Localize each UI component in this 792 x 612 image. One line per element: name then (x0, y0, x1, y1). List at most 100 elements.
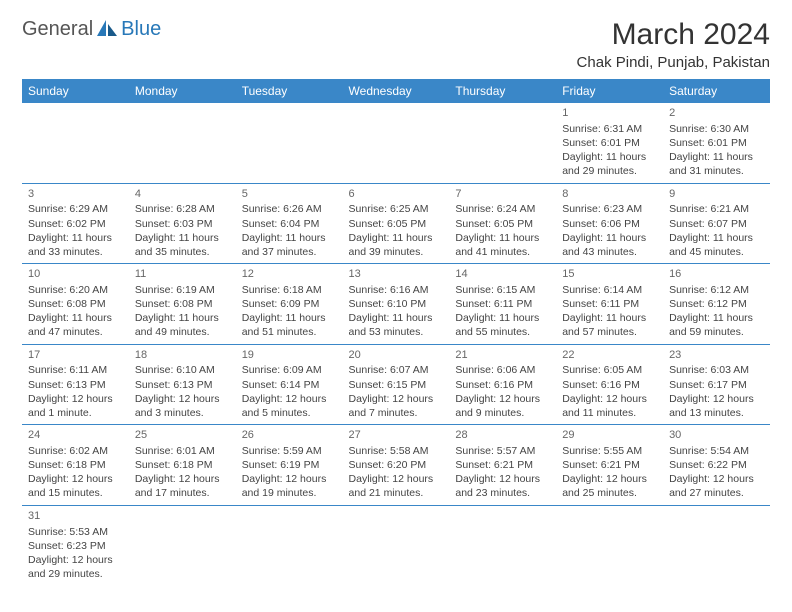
day-detail: Sunrise: 6:24 AM (455, 202, 550, 216)
calendar-cell (236, 505, 343, 585)
calendar-cell: 4Sunrise: 6:28 AMSunset: 6:03 PMDaylight… (129, 183, 236, 264)
calendar-cell: 27Sunrise: 5:58 AMSunset: 6:20 PMDayligh… (343, 425, 450, 506)
day-detail: Sunrise: 6:30 AM (669, 122, 764, 136)
day-detail: Daylight: 12 hours (242, 392, 337, 406)
day-detail: Daylight: 12 hours (349, 472, 444, 486)
day-detail: Sunset: 6:18 PM (28, 458, 123, 472)
day-detail: and 7 minutes. (349, 406, 444, 420)
day-detail: Sunset: 6:19 PM (242, 458, 337, 472)
day-number: 8 (562, 187, 657, 202)
day-number: 16 (669, 267, 764, 282)
weekday-header: Tuesday (236, 79, 343, 103)
day-detail: and 45 minutes. (669, 245, 764, 259)
day-detail: Sunrise: 6:20 AM (28, 283, 123, 297)
sail-icon (96, 18, 118, 41)
calendar-row: 10Sunrise: 6:20 AMSunset: 6:08 PMDayligh… (22, 264, 770, 345)
day-detail: and 53 minutes. (349, 325, 444, 339)
day-detail: Sunset: 6:04 PM (242, 217, 337, 231)
day-detail: Daylight: 11 hours (28, 311, 123, 325)
day-detail: and 49 minutes. (135, 325, 230, 339)
day-detail: and 33 minutes. (28, 245, 123, 259)
day-detail: Sunset: 6:01 PM (669, 136, 764, 150)
location: Chak Pindi, Punjab, Pakistan (577, 54, 770, 71)
logo-text-blue: Blue (121, 18, 161, 41)
day-detail: and 57 minutes. (562, 325, 657, 339)
calendar-cell (22, 103, 129, 183)
day-detail: Daylight: 11 hours (349, 311, 444, 325)
day-number: 26 (242, 428, 337, 443)
day-detail: Sunset: 6:22 PM (669, 458, 764, 472)
weekday-header-row: Sunday Monday Tuesday Wednesday Thursday… (22, 79, 770, 103)
calendar-cell: 29Sunrise: 5:55 AMSunset: 6:21 PMDayligh… (556, 425, 663, 506)
calendar-row: 17Sunrise: 6:11 AMSunset: 6:13 PMDayligh… (22, 344, 770, 425)
calendar-cell: 15Sunrise: 6:14 AMSunset: 6:11 PMDayligh… (556, 264, 663, 345)
day-detail: Daylight: 12 hours (28, 553, 123, 567)
day-detail: Sunset: 6:17 PM (669, 378, 764, 392)
day-detail: Sunrise: 6:14 AM (562, 283, 657, 297)
calendar-cell (236, 103, 343, 183)
calendar-cell: 18Sunrise: 6:10 AMSunset: 6:13 PMDayligh… (129, 344, 236, 425)
day-detail: Sunrise: 6:07 AM (349, 363, 444, 377)
logo-text-general: General (22, 18, 93, 41)
day-detail: Daylight: 12 hours (669, 472, 764, 486)
day-detail: Sunrise: 6:02 AM (28, 444, 123, 458)
day-number: 17 (28, 348, 123, 363)
weekday-header: Sunday (22, 79, 129, 103)
calendar-cell: 3Sunrise: 6:29 AMSunset: 6:02 PMDaylight… (22, 183, 129, 264)
day-detail: Daylight: 11 hours (135, 311, 230, 325)
calendar-cell: 5Sunrise: 6:26 AMSunset: 6:04 PMDaylight… (236, 183, 343, 264)
day-detail: and 25 minutes. (562, 486, 657, 500)
calendar-cell: 28Sunrise: 5:57 AMSunset: 6:21 PMDayligh… (449, 425, 556, 506)
day-number: 14 (455, 267, 550, 282)
calendar-cell: 21Sunrise: 6:06 AMSunset: 6:16 PMDayligh… (449, 344, 556, 425)
day-detail: Sunrise: 6:15 AM (455, 283, 550, 297)
calendar-cell: 12Sunrise: 6:18 AMSunset: 6:09 PMDayligh… (236, 264, 343, 345)
day-detail: Daylight: 11 hours (349, 231, 444, 245)
day-detail: Daylight: 12 hours (455, 472, 550, 486)
day-detail: Daylight: 12 hours (455, 392, 550, 406)
day-number: 15 (562, 267, 657, 282)
day-detail: Sunset: 6:18 PM (135, 458, 230, 472)
day-detail: and 41 minutes. (455, 245, 550, 259)
calendar-cell: 26Sunrise: 5:59 AMSunset: 6:19 PMDayligh… (236, 425, 343, 506)
day-detail: Sunset: 6:21 PM (562, 458, 657, 472)
calendar-cell: 23Sunrise: 6:03 AMSunset: 6:17 PMDayligh… (663, 344, 770, 425)
day-detail: and 15 minutes. (28, 486, 123, 500)
day-detail: Sunset: 6:01 PM (562, 136, 657, 150)
day-detail: and 17 minutes. (135, 486, 230, 500)
day-detail: Sunset: 6:08 PM (28, 297, 123, 311)
weekday-header: Thursday (449, 79, 556, 103)
day-detail: Sunset: 6:15 PM (349, 378, 444, 392)
calendar-cell: 17Sunrise: 6:11 AMSunset: 6:13 PMDayligh… (22, 344, 129, 425)
day-detail: Sunset: 6:11 PM (455, 297, 550, 311)
calendar-cell: 6Sunrise: 6:25 AMSunset: 6:05 PMDaylight… (343, 183, 450, 264)
day-detail: Sunrise: 6:29 AM (28, 202, 123, 216)
day-number: 3 (28, 187, 123, 202)
day-detail: Sunrise: 6:25 AM (349, 202, 444, 216)
day-detail: Sunrise: 5:54 AM (669, 444, 764, 458)
day-detail: Daylight: 11 hours (669, 311, 764, 325)
day-number: 27 (349, 428, 444, 443)
day-detail: Sunset: 6:14 PM (242, 378, 337, 392)
calendar-cell: 7Sunrise: 6:24 AMSunset: 6:05 PMDaylight… (449, 183, 556, 264)
day-detail: Sunset: 6:11 PM (562, 297, 657, 311)
day-detail: Sunrise: 6:16 AM (349, 283, 444, 297)
day-detail: and 51 minutes. (242, 325, 337, 339)
day-detail: Sunrise: 6:01 AM (135, 444, 230, 458)
day-number: 2 (669, 106, 764, 121)
day-detail: Sunset: 6:05 PM (455, 217, 550, 231)
calendar-row: 3Sunrise: 6:29 AMSunset: 6:02 PMDaylight… (22, 183, 770, 264)
day-detail: and 3 minutes. (135, 406, 230, 420)
title-block: March 2024 Chak Pindi, Punjab, Pakistan (577, 18, 770, 71)
day-detail: Daylight: 11 hours (455, 311, 550, 325)
day-number: 9 (669, 187, 764, 202)
day-detail: Sunset: 6:05 PM (349, 217, 444, 231)
day-detail: Sunset: 6:20 PM (349, 458, 444, 472)
calendar-cell: 31Sunrise: 5:53 AMSunset: 6:23 PMDayligh… (22, 505, 129, 585)
day-number: 12 (242, 267, 337, 282)
day-number: 6 (349, 187, 444, 202)
day-number: 13 (349, 267, 444, 282)
day-detail: Daylight: 11 hours (28, 231, 123, 245)
day-detail: Sunrise: 6:18 AM (242, 283, 337, 297)
day-detail: Sunrise: 6:28 AM (135, 202, 230, 216)
